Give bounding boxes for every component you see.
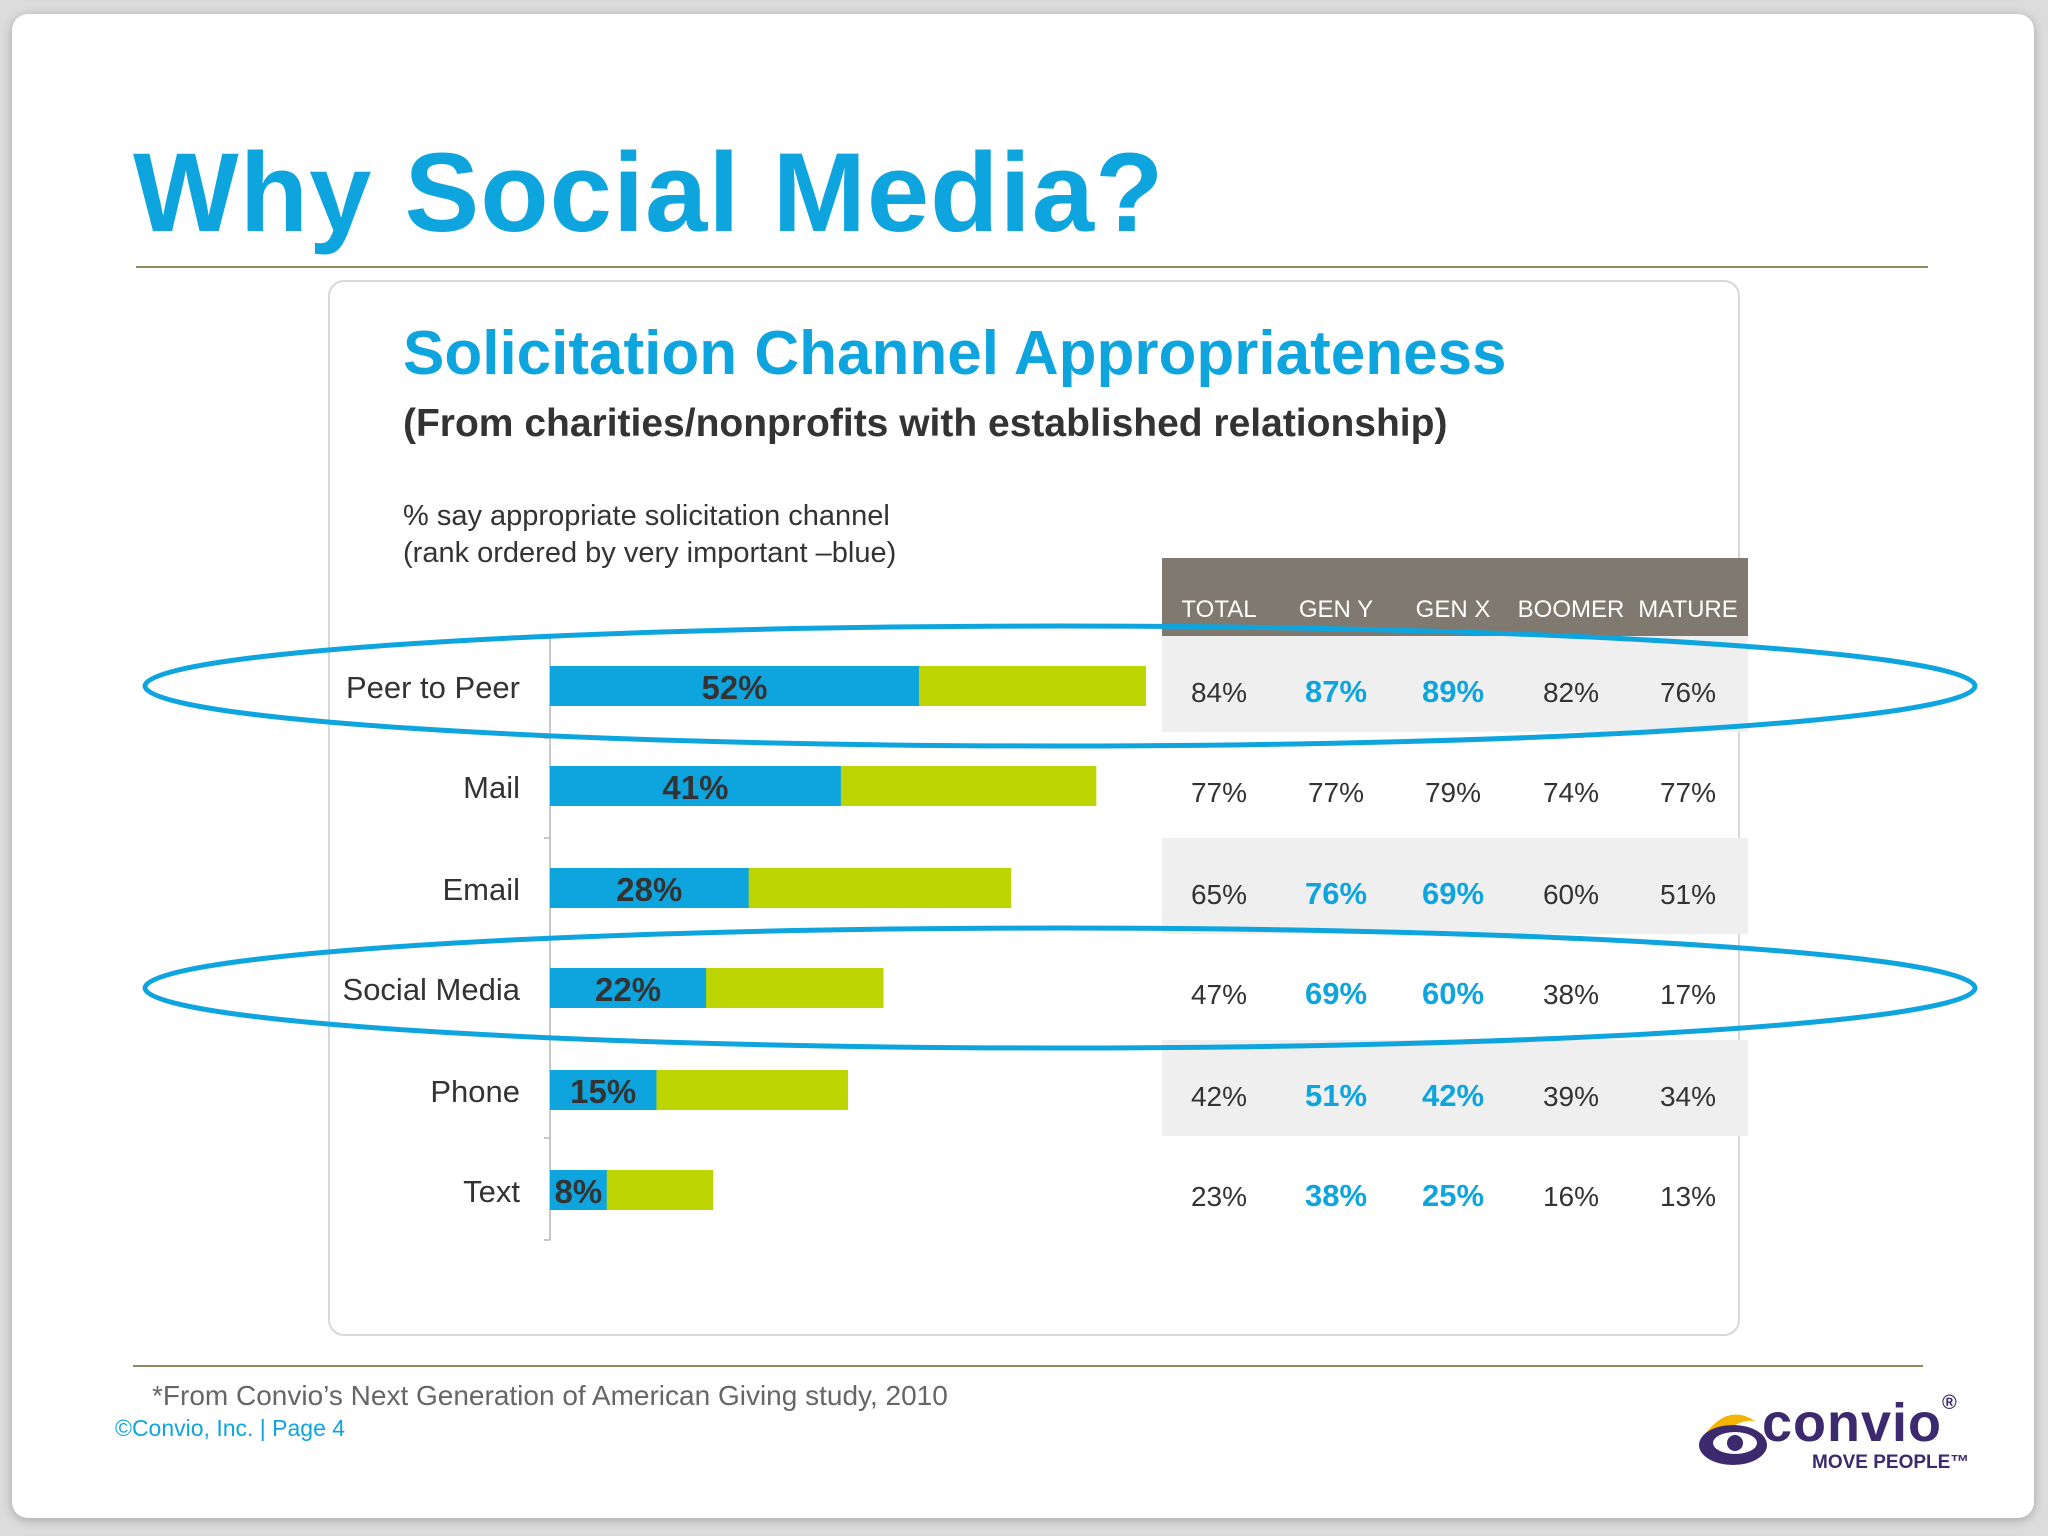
category-label: Email: [442, 872, 520, 907]
table-column-header: TOTAL: [1181, 596, 1256, 623]
bar-very-important: [550, 1070, 657, 1110]
category-label: Peer to Peer: [346, 670, 520, 705]
table-cell: 77%: [1308, 777, 1364, 808]
logo-registered-mark: ®: [1942, 1392, 1958, 1414]
bar-very-important: [550, 868, 749, 908]
table-cell: 60%: [1543, 879, 1599, 910]
bar-data-label: 8%: [555, 1173, 603, 1210]
table-cell: 77%: [1660, 777, 1716, 808]
table-cell: 69%: [1305, 976, 1367, 1011]
footnote: *From Convio’s Next Generation of Americ…: [152, 1380, 948, 1411]
logo-tagline: MOVE PEOPLE™: [1812, 1452, 1970, 1473]
bar-data-label: 15%: [570, 1073, 636, 1110]
table-cell: 69%: [1422, 876, 1484, 911]
category-label: Social Media: [343, 972, 521, 1007]
copyright-page: ©Convio, Inc. | Page 4: [115, 1415, 346, 1441]
table-cell: 23%: [1191, 1181, 1247, 1212]
table-cell: 82%: [1543, 677, 1599, 708]
table-cell: 13%: [1660, 1181, 1716, 1212]
table-row-shade: [1162, 1040, 1748, 1136]
table-column-header: BOOMER: [1518, 596, 1625, 623]
category-label: Phone: [430, 1074, 520, 1109]
table-cell: 42%: [1422, 1078, 1484, 1113]
table-cell: 65%: [1191, 879, 1247, 910]
table-cell: 39%: [1543, 1081, 1599, 1112]
table-cell: 84%: [1191, 677, 1247, 708]
table-cell: 51%: [1660, 879, 1716, 910]
table-row-shade: [1162, 838, 1748, 934]
chart-note-line1: % say appropriate solicitation channel: [403, 500, 890, 532]
table-cell: 38%: [1305, 1178, 1367, 1213]
footer-divider: [133, 1365, 1923, 1367]
bar-very-important: [550, 666, 919, 706]
chart-subtitle: (From charities/nonprofits with establis…: [403, 402, 1448, 445]
title-divider: [136, 266, 1928, 268]
highlight-oval: [142, 623, 1978, 749]
bar-very-important: [550, 766, 841, 806]
table-cell: 89%: [1422, 674, 1484, 709]
bar-data-label: 41%: [662, 769, 728, 806]
table-cell: 51%: [1305, 1078, 1367, 1113]
bar-group: 52% 41% 28% 22% 15% 8%: [544, 637, 1146, 1241]
table-column-header: MATURE: [1638, 596, 1738, 623]
table-column-header: GEN Y: [1299, 596, 1373, 623]
table-column-header: GEN X: [1416, 596, 1491, 623]
bar-data-label: 52%: [701, 669, 767, 706]
chart-card: [328, 280, 1740, 1336]
convio-logo-icon: [1699, 1414, 1767, 1465]
table-cell: 76%: [1305, 876, 1367, 911]
slide-title: Why Social Media?: [133, 130, 1165, 255]
table-cell: 17%: [1660, 979, 1716, 1010]
category-label: Text: [463, 1174, 520, 1209]
data-table: TOTAL GEN Y GEN X BOOMER MATURE 84% 87% 89% 82% 7…: [1181, 596, 1737, 1213]
highlight-ovals: [142, 623, 1978, 1051]
category-label: Mail: [463, 770, 520, 805]
table-cell: 34%: [1660, 1081, 1716, 1112]
chart-note-line2: (rank ordered by very important –blue): [403, 537, 897, 569]
table-cell: 25%: [1422, 1178, 1484, 1213]
table-cell: 42%: [1191, 1081, 1247, 1112]
table-cell: 79%: [1425, 777, 1481, 808]
bar-very-important: [550, 968, 707, 1008]
table-row-shade: [1162, 636, 1748, 732]
table-cell: 16%: [1543, 1181, 1599, 1212]
logo-wordmark: convio®: [1762, 1392, 1958, 1453]
table-cell: 87%: [1305, 674, 1367, 709]
highlight-oval: [142, 925, 1978, 1051]
category-labels: Peer to Peer Mail Email Social Media Phone Te…: [343, 670, 521, 1209]
table-cell: 76%: [1660, 677, 1716, 708]
table-cell: 74%: [1543, 777, 1599, 808]
table-cell: 60%: [1422, 976, 1484, 1011]
bar-data-label: 22%: [595, 971, 661, 1008]
table-cell: 77%: [1191, 777, 1247, 808]
chart-title: Solicitation Channel Appropriateness: [403, 319, 1507, 388]
bar-very-important: [550, 1170, 607, 1210]
table-cell: 47%: [1191, 979, 1247, 1010]
table-background: [1162, 558, 1748, 1136]
bar-data-label: 28%: [616, 871, 682, 908]
table-cell: 38%: [1543, 979, 1599, 1010]
